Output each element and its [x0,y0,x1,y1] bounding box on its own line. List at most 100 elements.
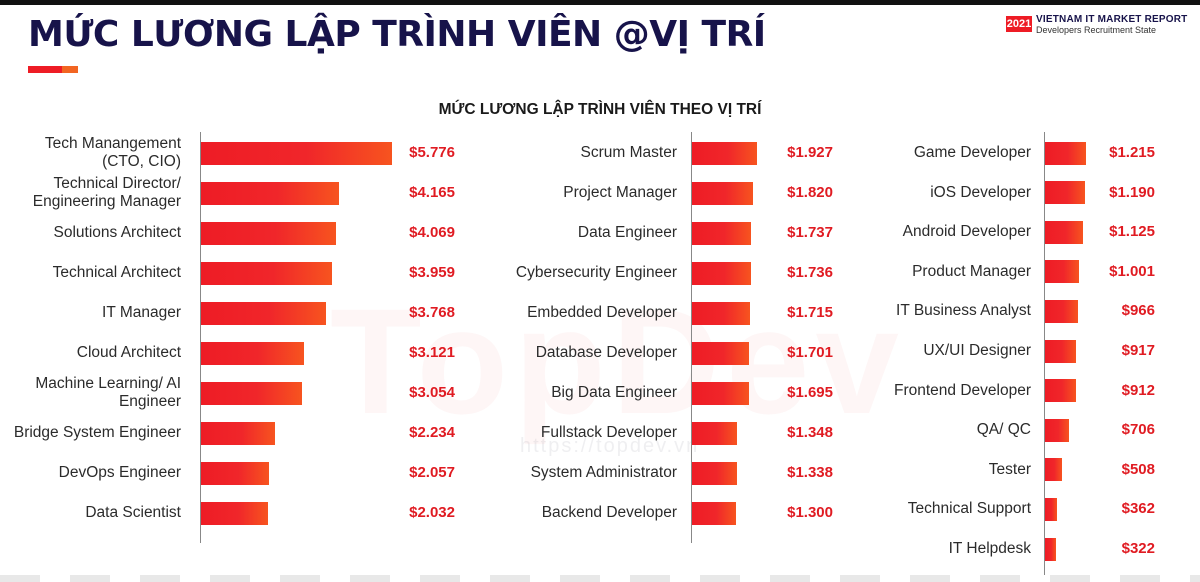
bar-label: Tech Manangement (CTO, CIO) [44,135,181,170]
bar [201,141,392,165]
value-label: $1.001 [1109,262,1155,280]
bar-label: IT Helpdesk [948,540,1031,557]
bar [1045,537,1056,561]
bar-label: DevOps Engineer [58,464,181,481]
bar-label: System Administrator [530,464,677,481]
bar-label: Embedded Developer [527,304,677,321]
bar [201,381,302,405]
value-label: $2.032 [409,504,455,521]
bar-label: Tester [988,460,1031,478]
bar-label: Technical Director/ Engineering Manager [32,175,181,210]
bar [692,421,738,445]
value-label: $1.300 [787,504,833,521]
value-label: $1.701 [787,344,833,361]
bar-label: Database Developer [535,344,677,361]
top-border [0,0,1200,5]
bar [1045,339,1076,363]
value-label: $1.715 [787,304,833,321]
bar [692,341,750,365]
bar-label: Data Engineer [577,224,677,241]
bar [692,301,750,325]
bar [201,461,270,485]
value-label: $4.165 [409,184,455,201]
value-label: $2.057 [409,464,455,481]
bar [201,501,269,525]
value-label: $3.768 [409,304,455,321]
chart-axis [691,132,692,543]
bar-label: IT Manager [102,304,181,321]
report-name: VIETNAM IT MARKET REPORT [1036,14,1188,25]
bar-label: Fullstack Developer [540,424,677,441]
bar [692,501,736,525]
bar-label: Project Manager [563,184,677,201]
value-label: $1.190 [1109,183,1155,201]
bar [692,221,751,245]
value-label: $917 [1121,342,1155,359]
bar [692,141,757,165]
bar [201,421,275,445]
bar [201,181,339,205]
bar-label: Backend Developer [541,504,677,521]
bar-label: Product Manager [912,262,1031,280]
bar [201,261,332,285]
bar-label: Data Scientist [85,504,181,521]
value-label: $912 [1121,381,1155,399]
value-label: $1.338 [787,464,833,481]
value-label: $5.776 [409,144,455,161]
value-label: $1.348 [787,424,833,441]
bar [1045,220,1083,244]
bar [692,181,754,205]
watermark-url: https://topdev.vn [520,435,700,457]
bar [692,261,751,285]
bar [1045,379,1076,403]
report-subtitle: Developers Recruitment State [1036,25,1157,35]
bar [1045,458,1063,482]
value-label: $2.234 [409,424,455,441]
page-title: MỨC LƯƠNG LẬP TRÌNH VIÊN @VỊ TRÍ [28,14,766,55]
value-label: $3.959 [409,264,455,281]
bar [692,381,750,405]
chart-axis [1044,132,1045,579]
value-label: $1.927 [787,144,833,161]
value-label: $4.069 [409,224,455,241]
bar-label: UX/UI Designer [923,342,1031,359]
bar [1045,260,1079,284]
bar [201,341,305,365]
bar-label: Bridge System Engineer [13,424,181,441]
bar-label: Big Data Engineer [551,384,677,401]
value-label: $966 [1121,302,1155,320]
bar-label: Android Developer [902,223,1031,241]
bar-label: QA/ QC [976,421,1031,439]
value-label: $362 [1121,500,1155,518]
bar [1045,141,1086,165]
value-label: $3.121 [409,344,455,361]
chart-axis [200,132,201,543]
bar-label: Cloud Architect [76,344,181,361]
bar [692,461,738,485]
bar-label: Technical Support [907,500,1031,518]
value-label: $1.215 [1109,144,1155,161]
bar-label: Frontend Developer [894,381,1031,399]
bar-label: Game Developer [913,144,1031,161]
value-label: $1.737 [787,224,833,241]
value-label: $1.736 [787,264,833,281]
bar-label: iOS Developer [930,183,1031,201]
bar-label: IT Business Analyst [896,302,1031,320]
title-accent-bar [28,66,78,73]
bar-label: Cybersecurity Engineer [515,264,677,281]
bar [201,221,336,245]
chart-title: MỨC LƯƠNG LẬP TRÌNH VIÊN THEO VỊ TRÍ [438,101,762,118]
bar-label: Solutions Architect [53,224,181,241]
footer-strip [0,575,1200,582]
value-label: $322 [1121,540,1155,557]
bar [1045,299,1078,323]
value-label: $1.125 [1109,223,1155,241]
value-label: $1.695 [787,384,833,401]
bar-label: Machine Learning/ AI Engineer [35,375,181,410]
value-label: $508 [1121,460,1155,478]
bar [1045,497,1058,521]
bar [1045,181,1086,205]
value-label: $706 [1121,421,1155,439]
bar-label: Technical Architect [52,264,181,281]
value-label: $1.820 [787,184,833,201]
